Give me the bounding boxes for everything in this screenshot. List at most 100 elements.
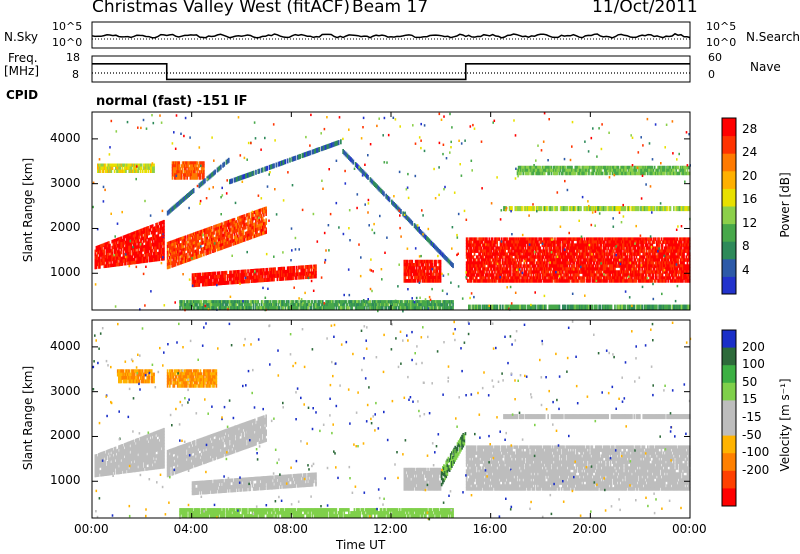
- heatmap-cell: [234, 229, 237, 233]
- heatmap-cell: [104, 169, 107, 173]
- heatmap-cell: [234, 300, 237, 304]
- heatmap-cell: [609, 276, 612, 280]
- heatmap-cell: [486, 255, 488, 259]
- heatmap-cell: [494, 276, 496, 280]
- heatmap-cell: [579, 258, 581, 262]
- heatmap-cell: [615, 243, 617, 247]
- heatmap-cell: [205, 231, 207, 235]
- heatmap-cell: [205, 279, 207, 283]
- heatmap-cell: [336, 140, 339, 146]
- heatmap-cell: [551, 279, 554, 283]
- heatmap-cell: [440, 251, 443, 257]
- heatmap-cell: [146, 232, 148, 236]
- heatmap-cell: [220, 225, 222, 230]
- heatmap-cell: [95, 263, 98, 267]
- heatmap-cell: [184, 167, 186, 171]
- heatmap-cell: [524, 240, 527, 244]
- heatmap-cell: [538, 261, 540, 265]
- heatmap-cell: [201, 164, 204, 168]
- heatmap-cell: [576, 243, 579, 247]
- heatmap-cell: [196, 303, 198, 307]
- heatmap-cell: [99, 259, 101, 263]
- heatmap-cell: [560, 261, 563, 265]
- heatmap-cell: [225, 270, 228, 275]
- heatmap-cell: [571, 243, 573, 247]
- heatmap-cell: [521, 240, 523, 244]
- heatmap-cell: [483, 279, 486, 283]
- heatmap-cell: [191, 164, 194, 168]
- heatmap-cell: [261, 271, 264, 276]
- heatmap-cell: [517, 270, 520, 274]
- heatmap-cell: [163, 238, 165, 242]
- heatmap-cell: [436, 303, 438, 307]
- heatmap-cell: [489, 249, 492, 253]
- heatmap-cell: [631, 273, 633, 277]
- heatmap-cell: [184, 173, 186, 177]
- heatmap-cell: [227, 300, 230, 304]
- heatmap-cell: [519, 249, 521, 253]
- heatmap-cell: [494, 240, 496, 244]
- heatmap-cell: [502, 246, 504, 250]
- heatmap-cell: [409, 306, 411, 310]
- heatmap-cell: [259, 275, 262, 279]
- heatmap-cell: [287, 269, 290, 274]
- heatmap-cell: [150, 246, 153, 250]
- heatmap-cell: [593, 255, 596, 259]
- heatmap-cell: [414, 275, 417, 280]
- heatmap-cell: [554, 249, 556, 253]
- heatmap-cell: [474, 249, 477, 253]
- heatmap-cell: [208, 278, 211, 283]
- heatmap-cell: [380, 303, 383, 307]
- heatmap-cell: [442, 252, 444, 258]
- heatmap-cell: [429, 306, 432, 310]
- heatmap-cell: [575, 267, 578, 271]
- heatmap-cell: [482, 267, 485, 271]
- heatmap-cell: [190, 161, 193, 165]
- heatmap-cell: [201, 173, 204, 177]
- heatmap-cell: [505, 264, 508, 268]
- heatmap-cell: [106, 253, 109, 257]
- heatmap-cell: [564, 264, 566, 268]
- heatmap-cell: [139, 244, 142, 249]
- heatmap-cell: [547, 240, 549, 244]
- heatmap-cell: [136, 245, 138, 249]
- heatmap-cell: [411, 220, 414, 226]
- heatmap-cell: [376, 184, 378, 190]
- heatmap-cell: [213, 237, 215, 241]
- heatmap-cell: [513, 243, 515, 247]
- heatmap-cell: [354, 162, 357, 167]
- heatmap-cell: [567, 246, 570, 250]
- heatmap-cell: [504, 249, 506, 253]
- heatmap-cell: [591, 255, 594, 259]
- heatmap-cell: [598, 237, 600, 241]
- heatmap-cell: [181, 245, 184, 250]
- heatmap-cell: [590, 246, 592, 250]
- heatmap-cell: [627, 249, 630, 253]
- heatmap-cell: [212, 275, 214, 280]
- heatmap-cell: [251, 171, 254, 176]
- heatmap-cell: [229, 240, 231, 244]
- heatmap-cell: [508, 255, 511, 259]
- heatmap-cell: [259, 278, 262, 283]
- heatmap-cell: [207, 251, 210, 255]
- heatmap-cell: [263, 207, 265, 211]
- heatmap-cell: [167, 250, 170, 254]
- heatmap-cell: [387, 196, 390, 202]
- heatmap-cell: [144, 244, 146, 249]
- heatmap-cell: [172, 260, 175, 265]
- heatmap-cell: [567, 240, 570, 244]
- heatmap-cell: [611, 255, 614, 259]
- heatmap-cell: [299, 265, 301, 270]
- heatmap-cell: [105, 257, 108, 262]
- heatmap-cell: [315, 303, 317, 307]
- heatmap-cell: [575, 237, 578, 241]
- heatmap-cell: [149, 252, 152, 257]
- heatmap-cell: [242, 217, 245, 222]
- heatmap-cell: [586, 270, 589, 274]
- heatmap-cell: [575, 261, 578, 265]
- heatmap-cell: [258, 303, 261, 307]
- freq-panel: [91, 55, 691, 83]
- heatmap-cell: [608, 258, 611, 262]
- heatmap-cell: [251, 223, 254, 227]
